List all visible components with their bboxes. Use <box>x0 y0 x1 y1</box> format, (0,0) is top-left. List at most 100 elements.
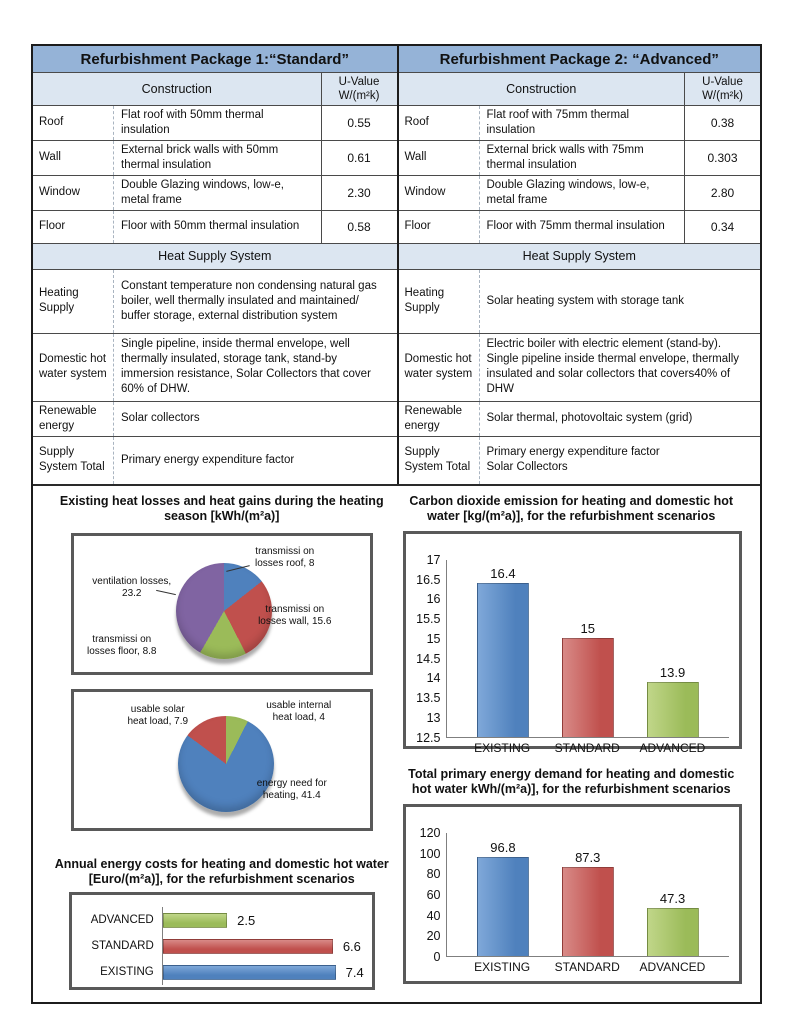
row-value: 0.34 <box>684 210 760 243</box>
table-row: Wall External brick walls with 50mm ther… <box>33 139 397 175</box>
pie-graphic <box>175 562 272 659</box>
x-axis-categories: EXISTING STANDARD ADVANCED <box>446 960 730 974</box>
row-label: Wall <box>39 151 61 164</box>
table-row: Domestic hot water system Electric boile… <box>398 332 761 401</box>
pie-graphic <box>177 715 274 812</box>
charts-left-column: Existing heat losses and heat gains duri… <box>47 492 397 990</box>
bar <box>162 964 336 980</box>
row-desc: Primary energy expenditure factor <box>113 436 397 484</box>
row-label: Supply System Total <box>39 446 105 473</box>
package-2-table: Refurbishment Package 2: “Advanced” Cons… <box>396 46 761 484</box>
bar-slot: 16.4 <box>476 560 529 737</box>
bar <box>162 938 333 954</box>
y-tick-label: 12.5 <box>416 730 441 745</box>
category-label: ADVANCED <box>90 914 154 926</box>
row-desc: Electric boiler with electric element (s… <box>478 333 761 401</box>
table-row: Heating Supply Constant temperature non … <box>33 268 397 333</box>
row-label: Heating Supply <box>404 287 445 315</box>
charts-right-column: Carbon dioxide emission for heating and … <box>397 492 747 991</box>
bar-value-label: 47.3 <box>659 890 686 906</box>
row-desc: External brick walls with 75mm thermal i… <box>478 140 685 175</box>
package-tables: Refurbishment Package 1:“Standard” Const… <box>33 46 760 486</box>
row-desc: Double Glazing windows, low-e, metal fra… <box>113 175 321 210</box>
table-row: Domestic hot water system Single pipelin… <box>33 332 397 401</box>
table-row: Floor Floor with 50mm thermal insulation… <box>33 209 397 243</box>
pie-slice-label: transmissi on losses floor, 8.8 <box>87 633 157 658</box>
y-tick-label: 15.5 <box>416 612 441 627</box>
y-tick-label: 0 <box>433 950 441 964</box>
row-desc: Flat roof with 75mm thermal insulation <box>478 106 685 140</box>
charts-section: Existing heat losses and heat gains duri… <box>33 485 760 1002</box>
row-desc: Solar thermal, photovoltaic system (grid… <box>478 401 761 436</box>
heat-losses-pie-chart: transmissi on losses roof, 8 transmissi … <box>70 532 373 675</box>
energy-costs-bar-chart: ADVANCED 2.5 STANDARD 6.6 EXISTING 7.4 <box>68 892 375 990</box>
y-axis: 0 20 40 60 80 100 120 <box>410 826 446 964</box>
heat-supply-header: Heat Supply System <box>33 242 397 269</box>
row-label: Wall <box>404 151 427 164</box>
plot-area: 16.4 15 13.9 <box>445 559 729 738</box>
row-desc: Single pipeline, inside thermal envelope… <box>113 333 397 401</box>
table-row: Window Double Glazing windows, low-e, me… <box>398 174 760 210</box>
row-label: Renewable energy <box>404 404 463 432</box>
pie-slice-label: ventilation losses, 23.2 <box>92 575 172 600</box>
table-row: Supply System Total Primary energy expen… <box>398 435 761 484</box>
heat-gains-pie-chart: usable internal heat load, 4 energy need… <box>70 688 373 831</box>
co2-chart-title: Carbon dioxide emission for heating and … <box>409 493 734 524</box>
pie-slice-label: transmissi on losses wall, 15.6 <box>258 603 332 628</box>
x-category-label: EXISTING <box>474 960 531 974</box>
energy-costs-chart-title: Annual energy costs for heating and dome… <box>54 856 389 887</box>
x-category-label: STANDARD <box>554 960 620 974</box>
row-label: Heating Supply <box>39 287 79 315</box>
hbar-row: EXISTING 7.4 <box>76 959 364 985</box>
y-axis: 12.5 13 13.5 14 14.5 15 15.5 16 16.5 17 <box>410 553 446 745</box>
bar-slot: 47.3 <box>646 833 699 956</box>
heat-losses-pie-title: Existing heat losses and heat gains duri… <box>59 493 384 524</box>
bar <box>561 866 614 956</box>
row-label: Domestic hot water system <box>404 353 473 381</box>
table-row: Roof Flat roof with 50mm thermal insulat… <box>33 105 397 140</box>
heat-supply-header: Heat Supply System <box>398 242 760 269</box>
row-label: Window <box>404 186 446 199</box>
table-row: Supply System Total Primary energy expen… <box>33 435 397 484</box>
y-tick-label: 120 <box>419 826 441 840</box>
y-tick-label: 14 <box>426 671 441 686</box>
row-desc: Floor with 50mm thermal insulation <box>113 210 321 243</box>
refurbishment-comparison-document: Refurbishment Package 1:“Standard” Const… <box>31 44 762 1004</box>
row-label: Roof <box>39 116 64 129</box>
table-row: Wall External brick walls with 75mm ther… <box>398 139 760 175</box>
row-desc: External brick walls with 50mm thermal i… <box>113 140 321 175</box>
table-row: Renewable energy Solar collectors <box>33 400 397 436</box>
row-value: 2.30 <box>320 175 397 210</box>
bar-value-label: 2.5 <box>237 912 256 928</box>
table-row: Renewable energy Solar thermal, photovol… <box>398 400 761 436</box>
row-value: 0.55 <box>320 106 397 140</box>
table-row: Roof Flat roof with 75mm thermal insulat… <box>398 105 760 140</box>
row-desc: Primary energy expenditure factor Solar … <box>478 436 761 484</box>
construction-header: Construction <box>33 73 321 105</box>
x-category-label: STANDARD <box>554 740 620 755</box>
bar-slot: 96.8 <box>476 833 529 956</box>
row-value: 0.61 <box>320 140 397 175</box>
y-tick-label: 16 <box>426 592 441 607</box>
construction-header: Construction <box>398 73 684 105</box>
bar <box>476 856 529 956</box>
pie-slice-label: transmissi on losses roof, 8 <box>255 545 315 570</box>
row-label: Floor <box>39 220 66 233</box>
bar <box>476 583 529 737</box>
row-value: 0.58 <box>320 210 397 243</box>
y-tick-label: 13 <box>426 710 441 725</box>
table-row: Window Double Glazing windows, low-e, me… <box>33 174 397 210</box>
x-category-label: ADVANCED <box>639 740 706 755</box>
bar-value-label: 16.4 <box>490 566 516 582</box>
pie-slice-label: usable solar heat load, 7.9 <box>127 703 189 728</box>
package-1-title: Refurbishment Package 1:“Standard” <box>33 46 397 72</box>
pie-slice-label: energy need for heating, 41.4 <box>256 777 327 802</box>
bar-value-label: 13.9 <box>659 664 686 680</box>
bar <box>162 912 228 928</box>
hbar-row: ADVANCED 2.5 <box>76 907 364 933</box>
bar <box>561 638 614 737</box>
row-label: Renewable energy <box>39 404 97 432</box>
row-desc: Floor with 75mm thermal insulation <box>478 210 685 243</box>
bar <box>646 907 699 956</box>
